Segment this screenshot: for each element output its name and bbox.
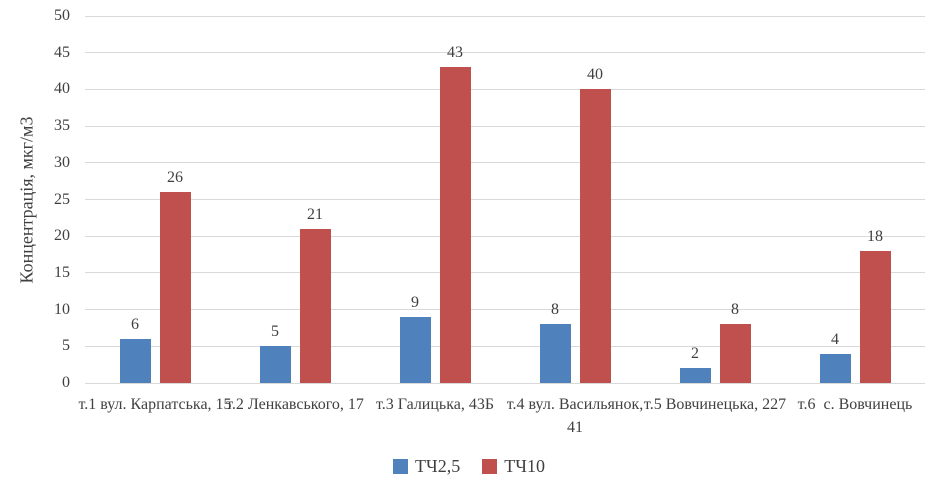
- category-label: т.6 с. Вовчинець: [797, 396, 913, 413]
- bar-value-label: 40: [587, 66, 603, 84]
- gridline: [85, 125, 925, 127]
- bar-ТЧ10: [439, 67, 471, 383]
- gridline: [85, 235, 925, 237]
- y-tick-label: 5: [62, 337, 70, 355]
- category-label: т.5 Вовчинецька, 227: [643, 396, 787, 413]
- y-tick-label: 25: [54, 190, 70, 208]
- legend-item: ТЧ10: [482, 457, 545, 475]
- y-tick-label: 30: [54, 153, 70, 171]
- legend-swatch: [393, 458, 409, 474]
- bar-value-label: 2: [691, 345, 699, 363]
- bar-ТЧ25: [679, 368, 711, 383]
- y-tick-label: 20: [54, 227, 70, 245]
- gridline: [85, 309, 925, 311]
- bar-group: 8 40: [505, 16, 645, 383]
- bar-ТЧ25: [119, 338, 151, 383]
- bar-value-label: 43: [447, 44, 463, 62]
- category-label: т.3 Галицька, 43Б: [375, 396, 495, 413]
- bar-ТЧ10: [299, 228, 331, 383]
- gridline: [85, 162, 925, 164]
- bar-value-label: 8: [551, 301, 559, 319]
- bar-group: 5 21: [225, 16, 365, 383]
- gridline: [85, 15, 925, 17]
- legend-label: ТЧ2,5: [415, 456, 461, 476]
- bar-ТЧ10: [579, 89, 611, 383]
- bar-value-label: 4: [831, 330, 839, 348]
- bar-value-label: 5: [271, 323, 279, 341]
- gridline: [85, 199, 925, 200]
- y-tick-label: 0: [62, 374, 70, 391]
- gridline: [85, 382, 925, 384]
- legend-swatch: [482, 458, 498, 474]
- legend: ТЧ2,5 ТЧ10: [0, 452, 938, 480]
- category-label: т.1 вул. Карпатська, 15: [78, 396, 232, 413]
- y-tick-label: 15: [54, 263, 70, 281]
- bar-value-label: 6: [131, 315, 139, 333]
- bar-value-label: 18: [867, 227, 883, 245]
- bar-group: 4 18: [785, 16, 925, 383]
- bar-ТЧ10: [159, 192, 191, 383]
- bar-ТЧ25: [539, 324, 571, 383]
- bar-value-label: 21: [307, 205, 323, 223]
- y-tick-label: 35: [54, 117, 70, 135]
- bar-ТЧ25: [819, 353, 851, 383]
- bar-group: 9 43: [365, 16, 505, 383]
- category-label: т.2 Ленкавського, 17: [226, 396, 364, 413]
- y-tick-label: 10: [54, 300, 70, 318]
- plot-area: 6 26 5 21 9 43 8 40 2 8 4 18: [85, 15, 925, 384]
- legend-item: ТЧ2,5: [393, 457, 460, 475]
- bar-ТЧ10: [719, 324, 751, 383]
- bar-ТЧ25: [399, 316, 431, 383]
- bar-value-label: 8: [731, 301, 739, 319]
- category-label: т.4 вул. Васильянок, 41: [506, 396, 648, 436]
- gridline: [85, 88, 925, 90]
- bar-group: 6 26: [85, 16, 225, 383]
- legend-label: ТЧ10: [504, 456, 545, 476]
- bar-ТЧ25: [259, 346, 291, 383]
- y-tick-label: 45: [54, 43, 70, 61]
- gridline: [85, 345, 925, 347]
- gridline: [85, 272, 925, 274]
- bar-ТЧ10: [859, 250, 891, 383]
- gridline: [85, 52, 925, 54]
- bar-value-label: 26: [167, 169, 183, 187]
- y-tick-label: 40: [54, 80, 70, 98]
- bar-value-label: 9: [411, 293, 419, 311]
- y-tick-label: 50: [54, 7, 70, 24]
